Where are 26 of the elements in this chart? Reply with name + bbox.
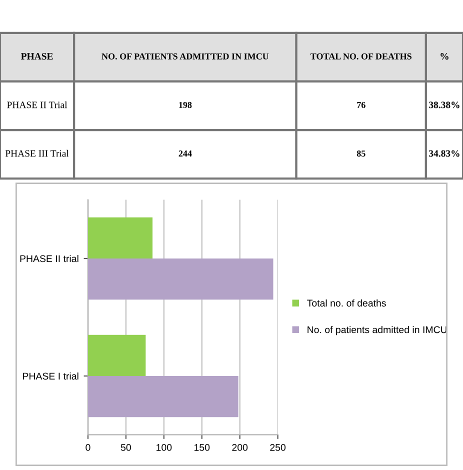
legend-label: No. of patients admitted in IMCU [308, 326, 447, 336]
text: 34.83% [429, 150, 460, 157]
x-tick-label: 0 [86, 444, 90, 451]
bar [88, 334, 146, 376]
text: 85 [356, 150, 366, 157]
text: NO. OF PATIENTS ADMITTED IN IMCU [102, 53, 269, 60]
x-tick-label: 200 [232, 444, 248, 451]
bar [88, 376, 238, 418]
text: TOTAL NO. OF DEATHS [310, 53, 412, 60]
text: % [440, 53, 448, 60]
text: 38.38% [429, 102, 460, 108]
text: PHASE [21, 53, 53, 60]
bar [88, 217, 153, 258]
text: 244 [178, 150, 192, 156]
x-tick-label: 250 [270, 444, 286, 451]
x-tick-label: 150 [194, 444, 210, 451]
y-tick-label: PHASE II trial [20, 254, 78, 262]
text: 76 [357, 102, 366, 108]
y-tick-label: PHASE I trial [23, 372, 78, 380]
x-tick-label: 50 [120, 444, 131, 451]
text: PHASE II Trial [7, 101, 68, 108]
text: PHASE III Trial [5, 150, 69, 157]
text: 198 [179, 102, 192, 108]
bar [88, 258, 274, 300]
x-tick-label: 100 [156, 444, 172, 451]
legend-label: Total no. of deaths [307, 299, 386, 307]
